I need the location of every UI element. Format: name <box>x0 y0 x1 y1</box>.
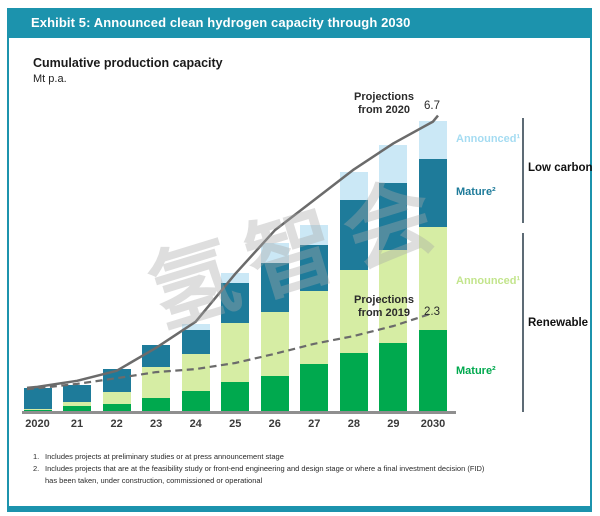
x-axis-label-27: 27 <box>308 418 321 430</box>
group-label-low-carbon: Low carbon <box>528 162 593 174</box>
value-label-2030-total: 6.7 <box>424 100 440 112</box>
chart-title: Cumulative production capacity <box>33 56 223 70</box>
bar-segment-renewable-mature-26 <box>260 376 289 413</box>
bar-segment-low-carbon-announced-28 <box>339 172 368 200</box>
group-bracket-renewable <box>521 233 524 412</box>
footnote-text: Includes projects that are at the feasib… <box>45 464 485 485</box>
value-label-2019-projection: 2.3 <box>424 306 440 318</box>
legend-label-low-carbon-announced: Announced¹ <box>456 133 521 145</box>
annotation-line: Projections <box>354 91 414 103</box>
footnote-1: 1. Includes projects at preliminary stud… <box>33 451 578 463</box>
bar-segment-renewable-mature-25 <box>221 382 250 413</box>
bar-segment-low-carbon-announced-2030 <box>419 121 447 159</box>
footnotes: 1. Includes projects at preliminary stud… <box>33 451 578 487</box>
bar-segment-renewable-announced-2020 <box>23 409 52 410</box>
annotation-line: from 2019 <box>358 306 410 319</box>
bar-segment-renewable-mature-21 <box>63 406 91 413</box>
bar-segment-renewable-mature-24 <box>181 390 210 413</box>
x-axis-line <box>22 410 456 414</box>
x-axis-label-22: 22 <box>110 418 123 430</box>
bar-segment-low-carbon-mature-2030 <box>419 159 447 227</box>
bar-segment-renewable-mature-29 <box>379 343 408 413</box>
bar-segment-renewable-mature-28 <box>339 353 368 413</box>
bar-segment-low-carbon-mature-29 <box>379 182 408 250</box>
bar-segment-low-carbon-mature-21 <box>63 385 91 403</box>
bar-segment-renewable-mature-22 <box>102 403 131 413</box>
bar-segment-renewable-mature-27 <box>300 363 329 413</box>
bar-segment-renewable-mature-23 <box>142 398 171 413</box>
bar-segment-low-carbon-mature-24 <box>181 329 210 354</box>
bar-segment-low-carbon-mature-23 <box>142 345 171 368</box>
bar-segment-low-carbon-mature-28 <box>339 199 368 270</box>
annotation-projections-from-2020: Projections from 2020 <box>339 91 429 116</box>
bar-segment-low-carbon-announced-24 <box>181 323 210 330</box>
x-axis-label-28: 28 <box>347 418 361 430</box>
x-axis-label-2020: 2020 <box>25 418 50 430</box>
bar-segment-renewable-announced-25 <box>221 323 250 383</box>
x-axis-label-24: 24 <box>189 418 202 430</box>
exhibit-header: Exhibit 5: Announced clean hydrogen capa… <box>7 8 592 38</box>
x-axis-label-23: 23 <box>149 418 163 430</box>
x-axis-label-2030: 2030 <box>420 418 446 430</box>
legend-label-renewable-mature: Mature² <box>456 365 496 377</box>
bar-segment-renewable-mature-2030 <box>419 329 447 413</box>
annotation-line: from 2020 <box>358 103 410 116</box>
bar-segment-low-carbon-announced-27 <box>300 224 329 245</box>
bar-segment-low-carbon-announced-25 <box>221 272 250 283</box>
x-axis-label-25: 25 <box>229 418 242 430</box>
bar-segment-renewable-announced-27 <box>300 290 329 364</box>
bar-segment-low-carbon-mature-25 <box>221 282 250 323</box>
chart-unit-label: Mt p.a. <box>33 73 67 85</box>
bar-segment-low-carbon-announced-26 <box>260 242 289 263</box>
legend-label-low-carbon-mature: Mature² <box>456 186 496 198</box>
bar-segment-renewable-announced-21 <box>63 402 91 406</box>
bar-segment-low-carbon-mature-27 <box>300 244 329 291</box>
group-label-renewable: Renewable <box>528 317 589 329</box>
bar-segment-renewable-announced-22 <box>102 391 131 404</box>
bar-segment-renewable-announced-24 <box>181 353 210 391</box>
x-axis-label-21: 21 <box>70 418 84 430</box>
bar-segment-low-carbon-mature-22 <box>102 368 131 392</box>
annotation-line: Projections <box>354 294 414 306</box>
group-bracket-low-carbon <box>521 118 524 223</box>
footnote-2: 2. Includes projects that are at the fea… <box>33 463 578 487</box>
legend-label-renewable-announced: Announced¹ <box>456 275 521 287</box>
bar-segment-low-carbon-mature-2020 <box>23 388 52 410</box>
bar-segment-renewable-announced-23 <box>142 367 171 399</box>
bar-segment-low-carbon-mature-26 <box>260 262 289 313</box>
footnote-number: 1. <box>33 452 40 461</box>
footnote-text: Includes projects at preliminary studies… <box>45 452 284 461</box>
footnote-number: 2. <box>33 464 40 473</box>
exhibit-title: Exhibit 5: Announced clean hydrogen capa… <box>31 15 411 30</box>
bar-segment-low-carbon-announced-29 <box>379 145 408 183</box>
bar-segment-renewable-announced-26 <box>260 312 289 376</box>
x-axis-label-26: 26 <box>268 418 281 430</box>
x-axis-label-29: 29 <box>387 418 400 430</box>
annotation-projections-from-2019: Projections from 2019 <box>339 294 429 319</box>
